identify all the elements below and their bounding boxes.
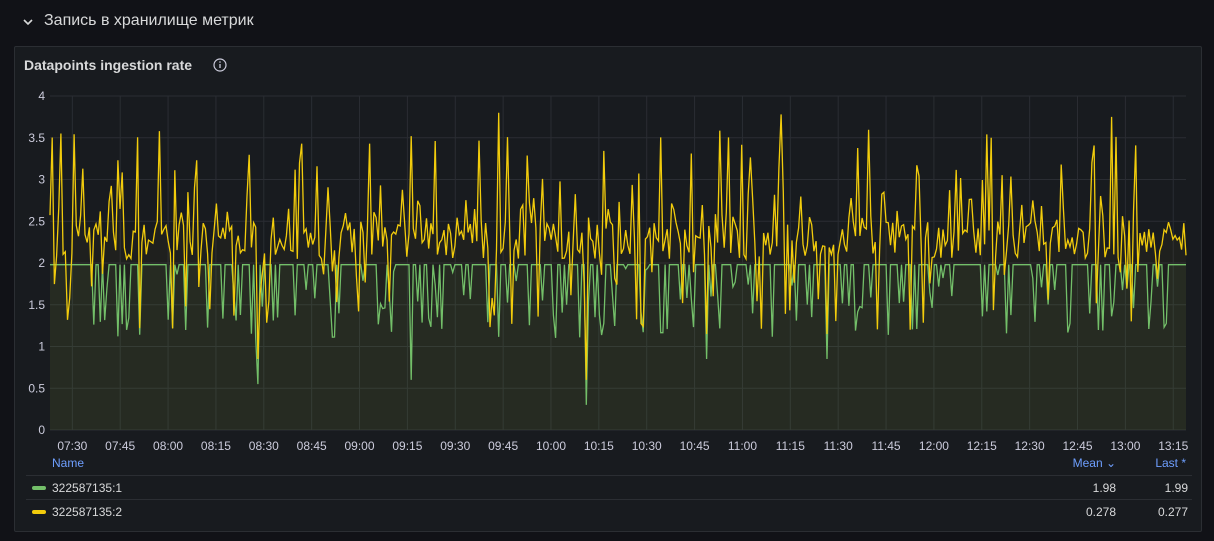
legend-header-name[interactable]: Name xyxy=(52,456,85,470)
legend-series-name[interactable]: 322587135:2 xyxy=(52,505,123,519)
series-color-swatch xyxy=(32,510,46,514)
x-tick-label: 10:00 xyxy=(536,439,566,453)
x-tick-label: 10:45 xyxy=(680,439,710,453)
chart-panel: Datapoints ingestion rate xyxy=(14,46,1202,532)
legend-header-mean[interactable]: Mean ⌄ xyxy=(1072,456,1116,470)
x-axis-ticks: 07:30 07:45 08:00 08:15 08:30 08:45 09:00 09:15… xyxy=(57,439,1188,453)
y-tick-label: 1 xyxy=(38,340,45,354)
legend-series-mean: 1.98 xyxy=(1092,481,1116,495)
x-tick-label: 12:00 xyxy=(919,439,949,453)
x-tick-label: 09:15 xyxy=(392,439,422,453)
y-tick-label: 0 xyxy=(38,423,45,437)
panel-title: Datapoints ingestion rate xyxy=(24,57,193,73)
x-tick-label: 11:15 xyxy=(776,439,805,453)
legend-series-mean: 0.278 xyxy=(1085,505,1116,519)
chevron-down-icon[interactable] xyxy=(18,12,38,32)
x-tick-label: 09:00 xyxy=(345,439,375,453)
chart-grid xyxy=(50,95,1186,431)
x-tick-label: 08:00 xyxy=(153,439,183,453)
row-title: Запись в хранилище метрик xyxy=(44,12,254,29)
x-tick-label: 13:15 xyxy=(1158,439,1188,453)
x-tick-label: 10:30 xyxy=(632,439,662,453)
legend-series-last: 1.99 xyxy=(1164,481,1188,495)
legend-header: Name Mean ⌄ Last * xyxy=(14,453,1202,475)
x-tick-label: 12:45 xyxy=(1062,439,1092,453)
legend-row[interactable]: 322587135:1 1.98 1.99 xyxy=(26,475,1192,500)
series-color-swatch xyxy=(32,486,46,490)
info-icon[interactable] xyxy=(212,57,228,73)
y-tick-label: 3.5 xyxy=(28,131,45,145)
x-tick-label: 08:45 xyxy=(297,439,327,453)
series-line-322587135-2 xyxy=(49,112,1187,380)
x-tick-label: 07:30 xyxy=(57,439,87,453)
x-tick-label: 11:45 xyxy=(871,439,900,453)
y-axis-ticks: 0 0.5 1 1.5 2 2.5 3 3.5 4 xyxy=(28,89,45,437)
x-tick-label: 10:15 xyxy=(584,439,614,453)
legend-row[interactable]: 322587135:2 0.278 0.277 xyxy=(26,499,1192,524)
series-area-322587135-1 xyxy=(50,264,1186,430)
x-tick-label: 11:00 xyxy=(728,439,757,453)
legend-header-last[interactable]: Last * xyxy=(1155,456,1186,470)
x-tick-label: 09:45 xyxy=(488,439,518,453)
x-tick-label: 12:15 xyxy=(967,439,997,453)
y-tick-label: 2 xyxy=(38,256,45,270)
x-tick-label: 13:00 xyxy=(1110,439,1140,453)
chart-series xyxy=(49,112,1187,430)
legend-series-name[interactable]: 322587135:1 xyxy=(52,481,123,495)
y-tick-label: 4 xyxy=(38,89,45,103)
y-tick-label: 2.5 xyxy=(28,214,45,228)
legend-series-last: 0.277 xyxy=(1157,505,1188,519)
x-tick-label: 09:30 xyxy=(440,439,470,453)
x-tick-label: 08:15 xyxy=(201,439,231,453)
y-tick-label: 0.5 xyxy=(28,381,45,395)
x-tick-label: 07:45 xyxy=(105,439,135,453)
row-header[interactable]: Запись в хранилище метрик xyxy=(0,0,1214,44)
x-tick-label: 11:30 xyxy=(824,439,853,453)
y-tick-label: 1.5 xyxy=(28,298,45,312)
x-tick-label: 08:30 xyxy=(249,439,279,453)
x-tick-label: 12:30 xyxy=(1015,439,1045,453)
y-tick-label: 3 xyxy=(38,173,45,187)
